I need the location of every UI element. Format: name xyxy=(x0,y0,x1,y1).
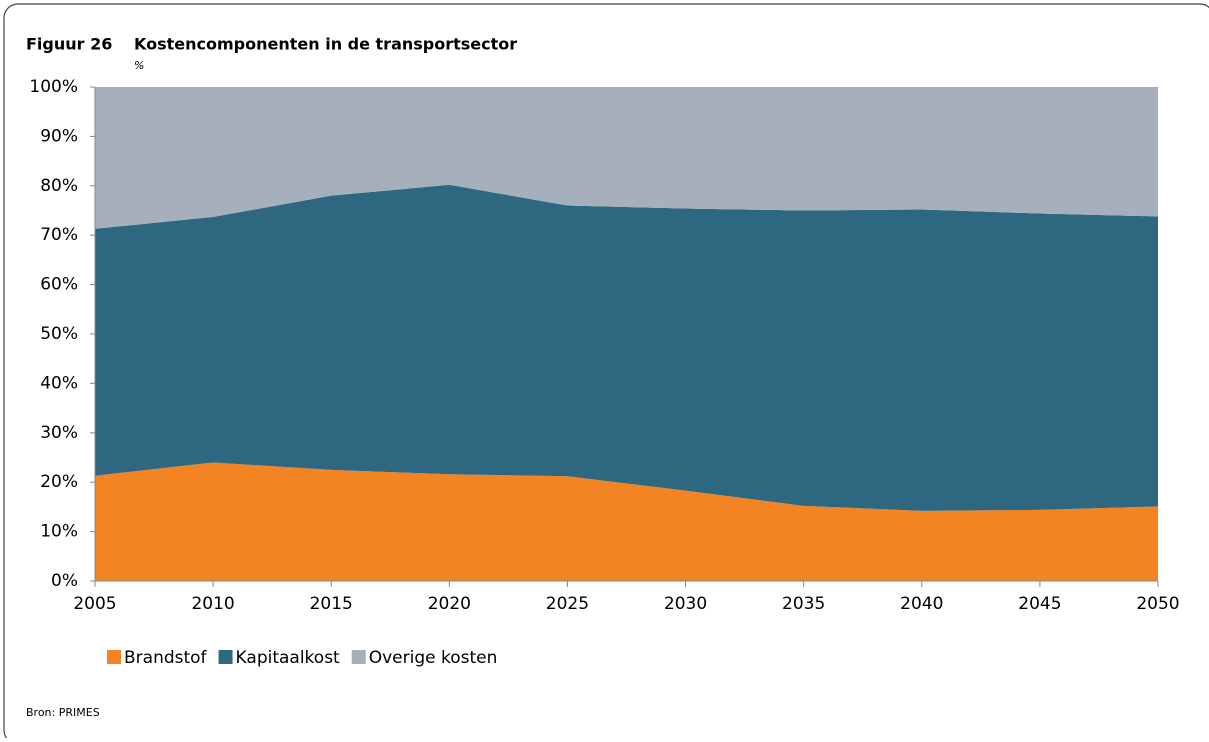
legend-label: Kapitaalkost xyxy=(236,648,341,668)
y-tick-label: 50% xyxy=(40,324,78,344)
y-tick-label: 90% xyxy=(40,126,78,146)
x-tick-label: 2015 xyxy=(310,594,353,614)
x-tick-label: 2040 xyxy=(900,594,943,614)
chart-title: Kostencomponenten in de transportsector xyxy=(134,35,517,54)
y-tick-label: 30% xyxy=(40,423,78,443)
x-tick-label: 2025 xyxy=(546,594,589,614)
y-tick-label: 10% xyxy=(40,522,78,542)
x-tick-label: 2030 xyxy=(664,594,707,614)
subtitle: % xyxy=(134,59,144,72)
source: Bron: PRIMES xyxy=(26,706,100,719)
y-tick-label: 80% xyxy=(40,176,78,196)
x-tick-label: 2045 xyxy=(1018,594,1061,614)
legend-swatch xyxy=(218,650,233,664)
x-tick-label: 2005 xyxy=(73,594,116,614)
x-tick-label: 2035 xyxy=(782,594,825,614)
y-tick-label: 20% xyxy=(40,472,78,492)
y-tick-label: 60% xyxy=(40,275,78,295)
y-tick-label: 70% xyxy=(40,225,78,245)
x-tick-label: 2020 xyxy=(428,594,471,614)
area xyxy=(95,184,1158,511)
x-tick-label: 2010 xyxy=(191,594,234,614)
legend-label: Brandstof xyxy=(124,648,208,668)
area xyxy=(95,87,1158,229)
legend-swatch xyxy=(107,650,121,664)
y-tick-label: 0% xyxy=(51,571,78,591)
y-tick-label: 40% xyxy=(40,373,78,393)
frame xyxy=(3,3,1209,742)
x-tick-label: 2050 xyxy=(1136,594,1179,614)
area xyxy=(95,462,1158,581)
figure-label: Figuur 26 xyxy=(26,35,112,54)
legend-label: Overige kosten xyxy=(369,648,498,668)
y-tick-label: 100% xyxy=(29,77,78,97)
legend-swatch xyxy=(351,650,366,664)
